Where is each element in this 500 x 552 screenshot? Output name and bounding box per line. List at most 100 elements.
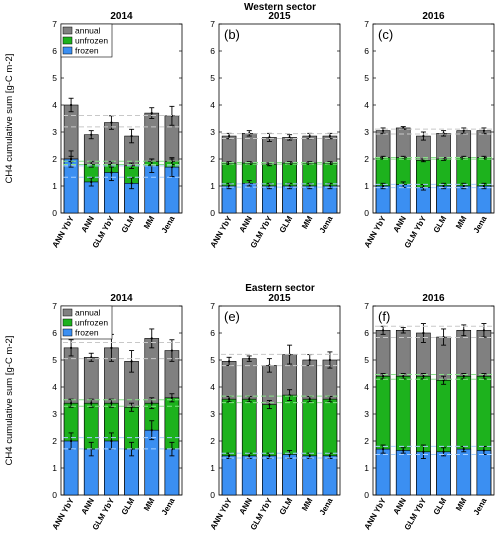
bar-frozen-1	[395, 184, 411, 214]
mean-marker	[248, 398, 251, 401]
category-label: Jena	[160, 214, 177, 235]
panel-title: 2014	[110, 11, 133, 22]
legend-swatch-annual	[62, 308, 73, 317]
bar-frozen-4	[456, 185, 472, 214]
mean-marker	[328, 134, 332, 138]
bar-frozen-4	[302, 185, 318, 214]
mean-marker	[381, 129, 385, 132]
mean-marker	[90, 180, 93, 184]
y-tick-label: 0	[210, 490, 215, 500]
panel-title: 2016	[422, 11, 445, 22]
bar-frozen-3	[282, 185, 297, 214]
y-tick-label: 4	[210, 100, 215, 110]
plot-area	[372, 23, 495, 214]
legend-swatch-unfrozen	[62, 318, 73, 327]
mean-marker	[150, 337, 153, 340]
panel-label: (f)	[378, 309, 390, 324]
bar-frozen-1	[241, 455, 257, 496]
bar-frozen-4	[302, 455, 318, 496]
legend-label-annual: annual	[75, 308, 101, 318]
plot-area	[372, 305, 495, 496]
y-tick-label: 0	[52, 490, 57, 500]
mean-marker	[482, 184, 486, 188]
mean-marker	[110, 171, 113, 174]
mean-marker	[150, 429, 153, 432]
y-tick-label: 5	[210, 355, 215, 365]
y-tick-label: 0	[364, 490, 369, 500]
mean-marker	[69, 402, 73, 405]
mean-marker	[150, 112, 153, 115]
mean-marker	[110, 346, 113, 349]
mean-marker	[422, 450, 425, 453]
mean-marker	[110, 439, 113, 443]
mean-marker	[402, 375, 405, 378]
y-tick-label: 0	[364, 208, 369, 218]
mean-marker	[69, 157, 73, 161]
plot-area	[218, 23, 341, 214]
mean-marker	[150, 402, 153, 405]
category-label: MM	[142, 214, 157, 230]
y-tick-label: 7	[364, 301, 369, 311]
mean-marker	[288, 136, 291, 139]
mean-marker	[381, 375, 385, 378]
y-tick-label: 2	[52, 154, 57, 164]
category-label: Jena	[472, 496, 489, 517]
category-label: Jena	[472, 214, 489, 235]
panel-label: (b)	[224, 27, 240, 42]
y-tick-label: 3	[210, 127, 215, 137]
mean-marker	[442, 184, 445, 188]
category-label: ANN	[238, 214, 255, 234]
bar-frozen-4	[456, 448, 472, 496]
mean-marker	[381, 448, 385, 451]
bar-frozen-3	[436, 185, 451, 214]
panel-title: 2016	[422, 293, 445, 304]
plot-area	[218, 305, 341, 496]
mean-marker	[422, 134, 425, 138]
mean-marker	[130, 134, 133, 138]
y-tick-label: 6	[364, 328, 369, 338]
y-tick-label: 2	[52, 436, 57, 446]
y-tick-label: 7	[364, 19, 369, 29]
category-label: Jena	[318, 214, 335, 235]
panel-title: 2014	[110, 293, 133, 304]
y-tick-label: 7	[52, 19, 57, 29]
bar-frozen-5	[322, 185, 338, 214]
bar-frozen-2	[262, 455, 277, 496]
bar-frozen-1	[241, 183, 257, 214]
bar-frozen-0	[375, 185, 391, 214]
y-tick-label: 5	[364, 73, 369, 83]
category-label: MM	[142, 496, 157, 512]
y-tick-label: 0	[210, 208, 215, 218]
category-label: MM	[300, 496, 315, 512]
y-tick-label: 6	[364, 46, 369, 56]
mean-marker	[402, 329, 405, 332]
mean-marker	[308, 358, 311, 362]
mean-marker	[227, 454, 231, 457]
category-label: GLM	[120, 496, 137, 516]
category-label: ANN	[392, 214, 409, 234]
mean-marker	[69, 103, 73, 107]
mean-marker	[482, 129, 486, 132]
mean-marker	[110, 402, 113, 405]
y-tick-label: 5	[364, 355, 369, 365]
mean-marker	[170, 166, 174, 169]
category-label: ANN YbY	[363, 496, 389, 531]
mean-marker	[227, 184, 231, 188]
bar-frozen-5	[322, 455, 338, 496]
mean-marker	[462, 184, 465, 188]
category-label: ANN	[238, 496, 255, 516]
bar-frozen-5	[476, 450, 492, 496]
mean-marker	[328, 184, 332, 188]
y-tick-label: 6	[210, 328, 215, 338]
bar-frozen-2	[416, 187, 431, 214]
mean-marker	[422, 331, 425, 335]
mean-marker	[328, 454, 332, 457]
panel-title: 2015	[268, 11, 291, 22]
bar-frozen-3	[282, 454, 297, 496]
legend-label-unfrozen: unfrozen	[75, 36, 108, 46]
mean-marker	[402, 449, 405, 452]
category-label: ANN YbY	[51, 496, 77, 531]
y-tick-label: 6	[210, 46, 215, 56]
